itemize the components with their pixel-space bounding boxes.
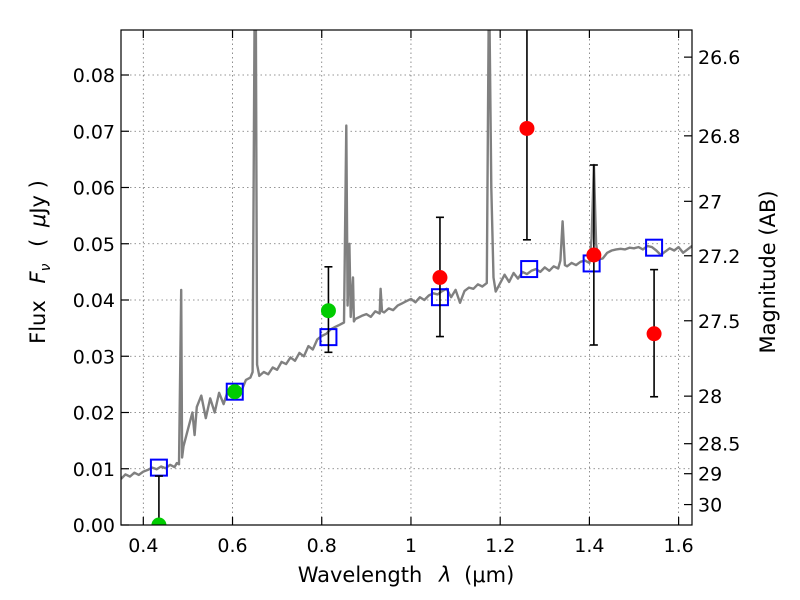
x-tick-label: 1.6 xyxy=(664,535,694,557)
mag-tick-label: 27.2 xyxy=(698,246,740,268)
x-axis-label: Wavelength λ (μm) xyxy=(298,563,515,587)
mag-tick-label: 28 xyxy=(698,386,722,408)
mag-tick-label: 27.5 xyxy=(698,311,740,333)
plot-frame xyxy=(120,29,693,526)
observed-acs-point xyxy=(320,303,336,319)
y-tick-label: 0.03 xyxy=(73,346,115,368)
axis-ticks: 0.4 0.6 0.8 1 1.2 1.4 1.6 0.00 0.01 0.02 0.03 0.04 0… xyxy=(73,30,740,557)
y-axis-label-symbol: F xyxy=(26,271,50,284)
y-axis-label-unit-open: ( xyxy=(26,239,50,247)
mag-tick-label: 27 xyxy=(698,191,722,213)
grid-lines xyxy=(121,30,692,525)
model-photometry-square xyxy=(645,238,664,257)
y-tick-label: 0.04 xyxy=(73,290,115,312)
x-tick-label: 1 xyxy=(405,535,417,557)
y-tick-label: 0.01 xyxy=(73,459,115,481)
x-axis-label-unit: (μm) xyxy=(464,563,514,587)
y-tick-label: 0.07 xyxy=(73,121,115,143)
x-axis-label-text: Wavelength xyxy=(298,563,423,587)
y-axis-label-unit-rest: Jy ) xyxy=(26,180,50,216)
observed-hst-point xyxy=(646,326,662,342)
y-tick-label: 0.05 xyxy=(73,234,115,256)
observed-hst-point xyxy=(519,120,535,136)
x-tick-label: 0.8 xyxy=(307,535,337,557)
x-tick-label: 1.2 xyxy=(485,535,515,557)
y-axis-label-subscript: ν xyxy=(38,263,54,271)
data-series xyxy=(121,30,692,525)
mag-tick-label: 26.6 xyxy=(698,47,740,69)
y2-axis-label: Magnitude (AB) xyxy=(756,190,780,353)
mag-tick-label: 28.5 xyxy=(698,434,740,456)
observed-acs-point xyxy=(227,384,243,400)
y-tick-label: 0.06 xyxy=(73,178,115,200)
model-photometry-square xyxy=(520,260,539,279)
x-tick-label: 1.4 xyxy=(574,535,604,557)
y-axis-label-text: Flux xyxy=(26,300,50,344)
y-tick-label: 0.00 xyxy=(73,515,115,537)
observed-hst-point xyxy=(586,247,602,263)
mag-tick-label: 30 xyxy=(698,495,722,517)
plot-area xyxy=(121,30,692,525)
y-axis-label: Flux Fν ( μJy ) xyxy=(26,180,55,344)
x-tick-label: 0.6 xyxy=(217,535,247,557)
observed-acs-point xyxy=(151,517,167,525)
model-photometry-square xyxy=(225,382,244,401)
observed-hst-point xyxy=(432,270,448,285)
y-tick-label: 0.08 xyxy=(73,65,115,87)
y-axis-label-unit-mu: μ xyxy=(26,214,50,228)
mag-tick-label: 29 xyxy=(698,464,722,486)
mag-tick-label: 26.8 xyxy=(698,126,740,148)
y-tick-label: 0.02 xyxy=(73,403,115,425)
x-tick-label: 0.4 xyxy=(128,535,158,557)
x-axis-label-symbol: λ xyxy=(438,563,451,587)
